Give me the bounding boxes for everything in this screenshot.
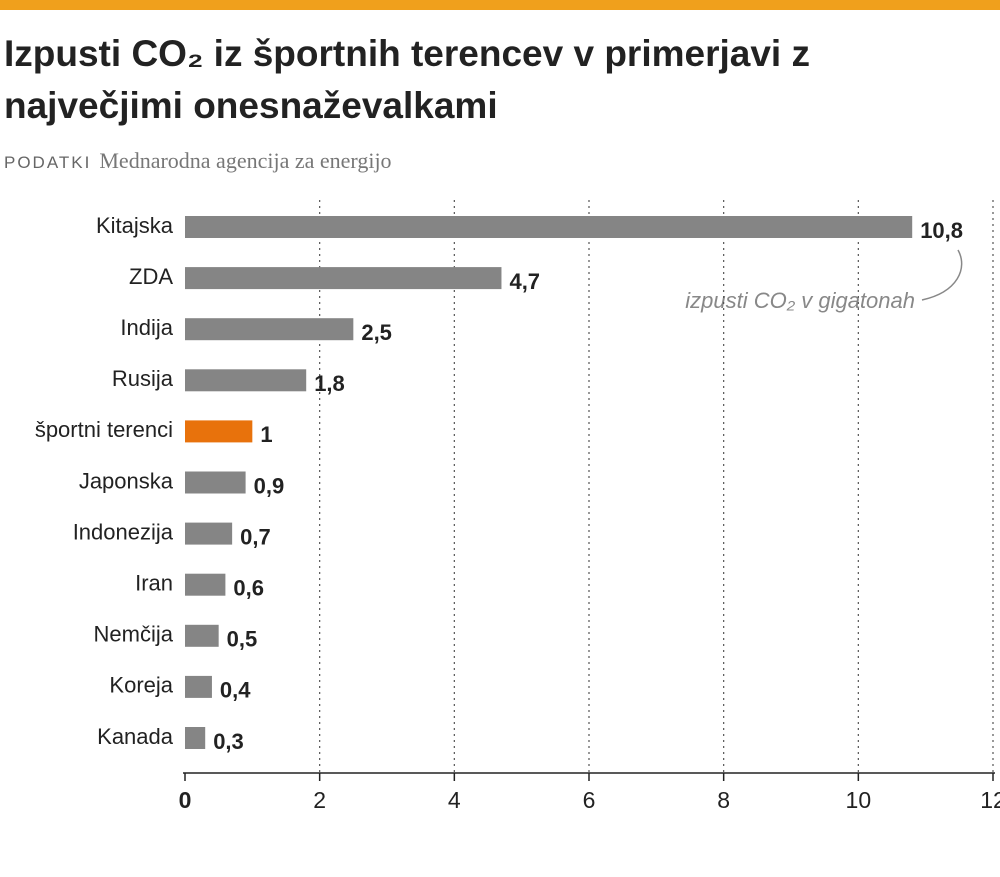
value-label: 0,3 (213, 729, 244, 754)
value-label: 0,5 (227, 627, 258, 652)
bar (185, 318, 354, 341)
value-label: 4,7 (509, 269, 540, 294)
bar (185, 420, 253, 443)
x-tick-label: 10 (846, 787, 872, 813)
value-label: 0,4 (220, 678, 251, 703)
y-tick-label: Kanada (97, 724, 174, 749)
top-bar (0, 0, 1000, 10)
bar (185, 727, 206, 749)
bar (185, 267, 502, 290)
source: PODATKI Mednarodna agencija za energijo (4, 148, 392, 174)
bar (185, 624, 219, 647)
bar (185, 522, 233, 545)
y-tick-label: Kitajska (96, 213, 174, 238)
value-label: 0,6 (233, 576, 264, 601)
value-label: 10,8 (920, 218, 963, 243)
y-tick-label: športni terenci (35, 417, 173, 442)
chart-title: Izpusti CO₂ iz športnih terencev v prime… (4, 33, 810, 126)
y-tick-label: Nemčija (94, 622, 174, 647)
annotation-leader (921, 249, 963, 301)
bar (185, 573, 226, 596)
y-tick-label: Japonska (79, 468, 174, 493)
y-tick-label: Koreja (109, 673, 173, 698)
bar (185, 369, 307, 392)
x-tick-label: 2 (313, 787, 326, 813)
annotation: izpusti CO₂ v gigatonah (685, 288, 915, 313)
value-label: 0,7 (240, 524, 271, 549)
value-label: 1 (260, 422, 272, 447)
y-tick-label: Indonezija (73, 519, 174, 544)
y-tick-label: Indija (120, 315, 173, 340)
value-label: 0,9 (254, 473, 285, 498)
x-tick-label: 8 (717, 787, 730, 813)
bar (185, 675, 212, 698)
y-tick-label: Rusija (112, 366, 174, 391)
source-label: PODATKI (4, 153, 92, 172)
source-text: Mednarodna agencija za energijo (99, 148, 392, 173)
x-tick-label: 0 (179, 787, 192, 813)
bar (185, 216, 913, 238)
x-tick-label: 4 (448, 787, 461, 813)
value-label: 1,8 (314, 371, 345, 396)
x-tick-label: 12 (980, 787, 1000, 813)
value-label: 2,5 (361, 320, 392, 345)
y-tick-label: Iran (135, 571, 173, 596)
y-tick-label: ZDA (129, 264, 173, 289)
bar (185, 471, 246, 494)
x-tick-label: 6 (583, 787, 596, 813)
